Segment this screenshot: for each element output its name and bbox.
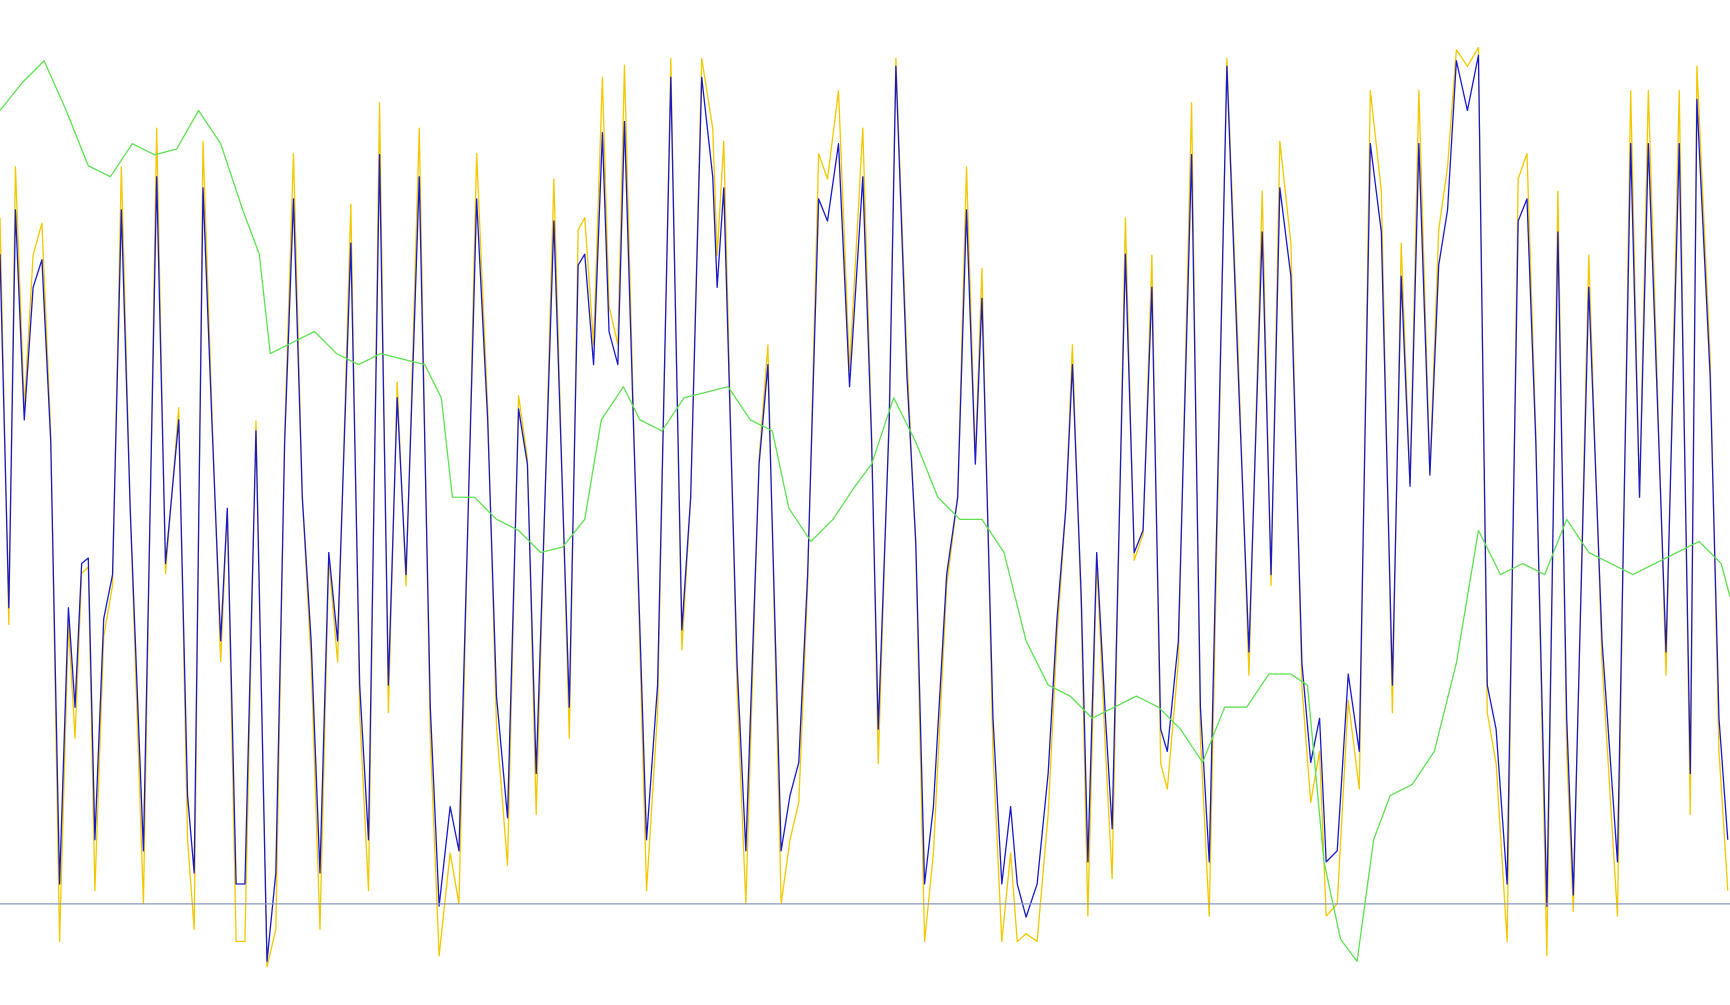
series-line — [0, 54, 1729, 962]
series-line — [0, 46, 1729, 968]
series-line — [0, 60, 1730, 962]
